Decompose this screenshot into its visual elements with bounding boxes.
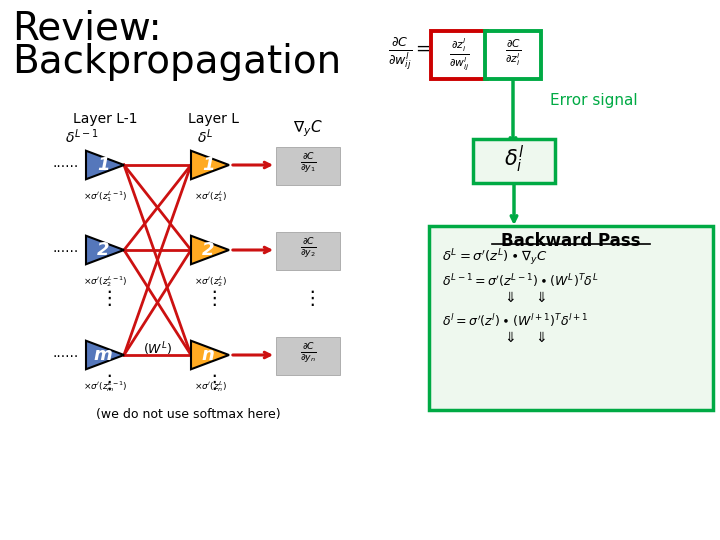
Text: $\times\sigma'(z_2^{L-1})$: $\times\sigma'(z_2^{L-1})$ — [83, 274, 127, 289]
Text: Backpropagation: Backpropagation — [12, 43, 341, 81]
Text: $\delta^L$: $\delta^L$ — [197, 127, 213, 146]
Text: Review:: Review: — [12, 10, 161, 48]
Text: ......: ...... — [52, 156, 78, 170]
Text: n: n — [202, 346, 215, 364]
Text: $\frac{\partial C}{\partial y_n}$: $\frac{\partial C}{\partial y_n}$ — [300, 342, 316, 366]
Text: 1: 1 — [202, 156, 215, 174]
Text: $\Downarrow \quad \Downarrow$: $\Downarrow \quad \Downarrow$ — [502, 331, 546, 345]
FancyBboxPatch shape — [429, 226, 713, 410]
Text: $\vdots$: $\vdots$ — [99, 288, 112, 308]
Text: Backward Pass: Backward Pass — [501, 232, 641, 250]
Text: $\delta^{L-1}$: $\delta^{L-1}$ — [65, 127, 99, 146]
Text: $\delta^L = \sigma'(z^L)\bullet\nabla_y C$: $\delta^L = \sigma'(z^L)\bullet\nabla_y … — [442, 247, 547, 268]
Text: $\Downarrow \quad \Downarrow$: $\Downarrow \quad \Downarrow$ — [502, 291, 546, 305]
Text: $\vdots$: $\vdots$ — [302, 288, 315, 308]
Text: $(W^L)$: $(W^L)$ — [143, 340, 173, 357]
Text: (we do not use softmax here): (we do not use softmax here) — [96, 408, 280, 421]
Text: Layer L-1: Layer L-1 — [73, 112, 138, 126]
Polygon shape — [86, 341, 124, 369]
Text: $\frac{\partial C}{\partial y_2}$: $\frac{\partial C}{\partial y_2}$ — [300, 237, 316, 261]
Text: $\times\sigma'(z_m^{L-1})$: $\times\sigma'(z_m^{L-1})$ — [83, 379, 127, 394]
Text: $\frac{\partial z_i^l}{\partial w_{ij}^l}$: $\frac{\partial z_i^l}{\partial w_{ij}^l… — [449, 37, 469, 73]
Text: $\times\sigma'(z_1^{L-1})$: $\times\sigma'(z_1^{L-1})$ — [83, 189, 127, 204]
Text: $\vdots$: $\vdots$ — [99, 372, 112, 392]
Text: 2: 2 — [97, 241, 109, 259]
Text: $\frac{\partial C}{\partial y_1}$: $\frac{\partial C}{\partial y_1}$ — [300, 152, 316, 176]
Polygon shape — [191, 151, 229, 179]
FancyBboxPatch shape — [431, 31, 487, 79]
FancyBboxPatch shape — [473, 139, 555, 183]
Text: ......: ...... — [52, 241, 78, 255]
Text: m: m — [94, 346, 112, 364]
Text: $\delta^{L-1} = \sigma'(z^{L-1})\bullet(W^L)^T\delta^L$: $\delta^{L-1} = \sigma'(z^{L-1})\bullet(… — [442, 272, 598, 289]
Text: Layer L: Layer L — [187, 112, 238, 126]
Polygon shape — [191, 236, 229, 264]
FancyBboxPatch shape — [485, 31, 541, 79]
Text: $\frac{\partial C}{\partial w_{ij}^l}=$: $\frac{\partial C}{\partial w_{ij}^l}=$ — [388, 35, 431, 72]
Text: $\vdots$: $\vdots$ — [204, 288, 217, 308]
Text: $\times\sigma'(z_n^L)$: $\times\sigma'(z_n^L)$ — [194, 379, 226, 394]
Text: Error signal: Error signal — [550, 92, 638, 107]
Polygon shape — [191, 341, 229, 369]
Polygon shape — [86, 236, 124, 264]
FancyBboxPatch shape — [276, 232, 340, 270]
Text: $\times\sigma'(z_2^L)$: $\times\sigma'(z_2^L)$ — [194, 274, 226, 289]
Text: ......: ...... — [52, 346, 78, 360]
Text: $\delta_i^l$: $\delta_i^l$ — [504, 144, 524, 174]
Polygon shape — [86, 151, 124, 179]
FancyBboxPatch shape — [276, 337, 340, 375]
Text: 1: 1 — [97, 156, 109, 174]
Text: $\delta^l = \sigma'(z^l)\bullet(W^{l+1})^T\delta^{l+1}$: $\delta^l = \sigma'(z^l)\bullet(W^{l+1})… — [442, 312, 588, 329]
FancyBboxPatch shape — [276, 147, 340, 185]
Text: $\nabla_y C$: $\nabla_y C$ — [293, 118, 323, 139]
Text: $\times\sigma'(z_1^L)$: $\times\sigma'(z_1^L)$ — [194, 189, 226, 204]
Text: $\frac{\partial C}{\partial z_i^l}$: $\frac{\partial C}{\partial z_i^l}$ — [505, 37, 521, 68]
Text: $\vdots$: $\vdots$ — [204, 372, 217, 392]
Text: 2: 2 — [202, 241, 215, 259]
